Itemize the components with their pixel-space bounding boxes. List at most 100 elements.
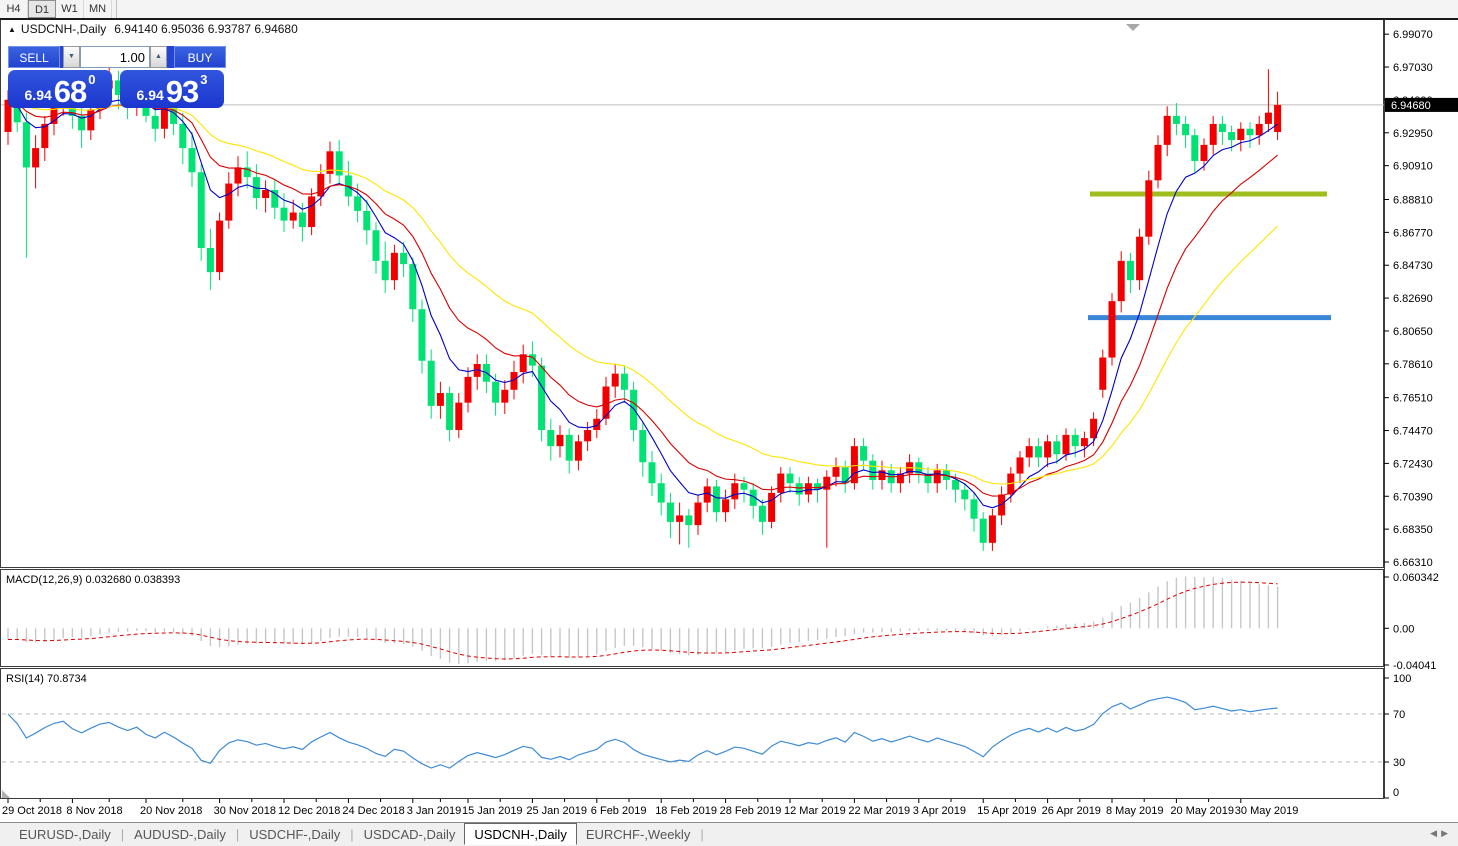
tab-usdcad-daily[interactable]: USDCAD-,Daily: [363, 827, 456, 842]
pane-frames: [0, 19, 1458, 799]
svg-text:6.84730: 6.84730: [1393, 260, 1433, 272]
svg-text:26 Apr 2019: 26 Apr 2019: [1042, 805, 1101, 817]
svg-text:6.66310: 6.66310: [1393, 557, 1433, 569]
svg-text:6.80650: 6.80650: [1393, 326, 1433, 338]
spinner-down-icon: ▼: [68, 53, 75, 60]
candles-layer: [4, 64, 1282, 551]
svg-text:6 Feb 2019: 6 Feb 2019: [591, 805, 647, 817]
svg-text:6.97030: 6.97030: [1393, 62, 1433, 74]
svg-text:3 Apr 2019: 3 Apr 2019: [913, 805, 966, 817]
svg-text:0.060342: 0.060342: [1393, 572, 1439, 584]
one-click-trade-panel: SELL ▼ ▲ BUY 6.94 68 0 6.94 93 3: [8, 46, 226, 108]
svg-text:3 Jan 2019: 3 Jan 2019: [407, 805, 461, 817]
svg-text:6.74470: 6.74470: [1393, 426, 1433, 438]
svg-text:6.78610: 6.78610: [1393, 359, 1433, 371]
svg-text:20 Nov 2018: 20 Nov 2018: [140, 805, 202, 817]
svg-text:8 Nov 2018: 8 Nov 2018: [66, 805, 122, 817]
svg-text:12 Mar 2019: 12 Mar 2019: [784, 805, 846, 817]
timeframe-d1-button[interactable]: D1: [28, 0, 56, 18]
ma-line-14: [7, 99, 1278, 497]
svg-text:6.72430: 6.72430: [1393, 458, 1433, 470]
svg-text:6.82690: 6.82690: [1393, 293, 1433, 305]
macd-axis[interactable]: 0.060342 0.00 -0.04041: [1384, 572, 1439, 672]
svg-text:6.70390: 6.70390: [1393, 491, 1433, 503]
svg-text:24 Dec 2018: 24 Dec 2018: [342, 805, 404, 817]
svg-text:25 Jan 2019: 25 Jan 2019: [526, 805, 587, 817]
svg-text:15 Apr 2019: 15 Apr 2019: [977, 805, 1036, 817]
sell-price-sup: 0: [88, 72, 96, 87]
timeframe-h4-button[interactable]: H4: [0, 0, 28, 18]
ma-line-28: [7, 99, 1278, 485]
volume-decrease-button[interactable]: ▼: [63, 46, 80, 68]
chart-shift-marker-icon[interactable]: [1126, 24, 1140, 31]
svg-text:-0.04041: -0.04041: [1393, 660, 1436, 672]
svg-text:6.90910: 6.90910: [1393, 161, 1433, 173]
tab-separator: |: [235, 827, 240, 842]
buy-price-box[interactable]: 6.94 93 3: [120, 70, 224, 108]
sell-price-big: 68: [53, 74, 87, 109]
sell-price-prefix: 6.94: [24, 87, 52, 103]
chart-ohlc-values: 6.94140 6.95036 6.93787 6.94680: [114, 22, 298, 36]
svg-text:8 May 2019: 8 May 2019: [1106, 805, 1163, 817]
svg-text:22 Mar 2019: 22 Mar 2019: [848, 805, 910, 817]
rsi-line: [7, 696, 1278, 769]
buy-button[interactable]: BUY: [174, 46, 226, 68]
macd-indicator-label: MACD(12,26,9) 0.032680 0.038393: [6, 574, 181, 586]
tab-usdchf-daily[interactable]: USDCHF-,Daily: [249, 827, 341, 842]
svg-text:15 Jan 2019: 15 Jan 2019: [462, 805, 523, 817]
tab-separator: |: [350, 827, 354, 842]
chart-tab-bar: EURUSD-,Daily | AUDUSD-,Daily | USDCHF-,Dail…: [0, 822, 1458, 846]
timeframe-mn-button[interactable]: MN: [84, 0, 112, 18]
price-chart[interactable]: 6.990706.970306.949906.929506.909106.888…: [0, 0, 1458, 822]
collapse-panel-icon[interactable]: ▲: [8, 25, 16, 34]
volume-increase-button[interactable]: ▲: [150, 46, 167, 68]
svg-text:6.94680: 6.94680: [1391, 100, 1431, 112]
svg-text:6.86770: 6.86770: [1393, 227, 1433, 239]
date-axis[interactable]: 29 Oct 2018 8 Nov 2018 20 Nov 2018 30 Nov 2…: [2, 799, 1298, 817]
tab-scroll-left-icon[interactable]: ◀: [1430, 828, 1442, 838]
timeframe-w1-button[interactable]: W1: [56, 0, 84, 18]
svg-text:30 May 2019: 30 May 2019: [1235, 805, 1299, 817]
svg-text:100: 100: [1393, 673, 1411, 685]
svg-text:0: 0: [1393, 787, 1399, 799]
macd-signal-line: [7, 581, 1278, 660]
price-axis[interactable]: 6.990706.970306.949906.929506.909106.888…: [1384, 29, 1433, 569]
tab-scroll-right-icon[interactable]: ▶: [1441, 828, 1452, 838]
svg-text:12 Dec 2018: 12 Dec 2018: [278, 805, 340, 817]
toolbar-separator: [116, 0, 117, 18]
tab-audusd-daily[interactable]: AUDUSD-,Daily: [134, 827, 226, 842]
svg-text:30: 30: [1393, 757, 1405, 769]
svg-text:28 Feb 2019: 28 Feb 2019: [720, 805, 782, 817]
svg-text:6.92950: 6.92950: [1393, 128, 1433, 140]
tab-usdcnh-daily[interactable]: USDCNH-,Daily: [464, 822, 577, 845]
svg-text:70: 70: [1393, 709, 1405, 721]
sell-button[interactable]: SELL: [8, 46, 60, 68]
scroll-hint-icon: [2, 790, 10, 798]
rsi-indicator-label: RSI(14) 70.8734: [6, 673, 87, 685]
chart-title-bar: ▲ USDCNH-,Daily 6.94140 6.95036 6.93787 6.…: [8, 22, 298, 36]
macd-histogram: [7, 576, 1279, 664]
tab-eurchf-weekly[interactable]: EURCHF-,Weekly: [585, 827, 691, 842]
sell-price-box[interactable]: 6.94 68 0: [8, 70, 112, 108]
svg-text:0.00: 0.00: [1393, 623, 1414, 635]
svg-text:6.76510: 6.76510: [1393, 393, 1433, 405]
buy-price-sup: 3: [200, 72, 208, 87]
svg-text:18 Feb 2019: 18 Feb 2019: [655, 805, 717, 817]
svg-text:6.99070: 6.99070: [1393, 29, 1433, 41]
svg-text:30 Nov 2018: 30 Nov 2018: [214, 805, 276, 817]
svg-text:6.88810: 6.88810: [1393, 194, 1433, 206]
spinner-up-icon: ▲: [155, 53, 162, 60]
tab-separator: |: [120, 827, 125, 842]
buy-price-big: 93: [165, 74, 199, 109]
buy-price-prefix: 6.94: [136, 87, 164, 103]
svg-text:20 May 2019: 20 May 2019: [1170, 805, 1234, 817]
volume-input[interactable]: [80, 46, 150, 68]
current-price-tag: 6.94680: [1385, 97, 1458, 112]
ma-line-7: [7, 98, 1278, 509]
chart-symbol-title: USDCNH-,Daily: [20, 22, 107, 36]
svg-text:29 Oct 2018: 29 Oct 2018: [2, 805, 62, 817]
tab-eurusd-daily[interactable]: EURUSD-,Daily: [19, 827, 111, 842]
tab-separator: |: [700, 827, 704, 842]
rsi-axis[interactable]: 100 70 30 0: [1384, 673, 1411, 799]
